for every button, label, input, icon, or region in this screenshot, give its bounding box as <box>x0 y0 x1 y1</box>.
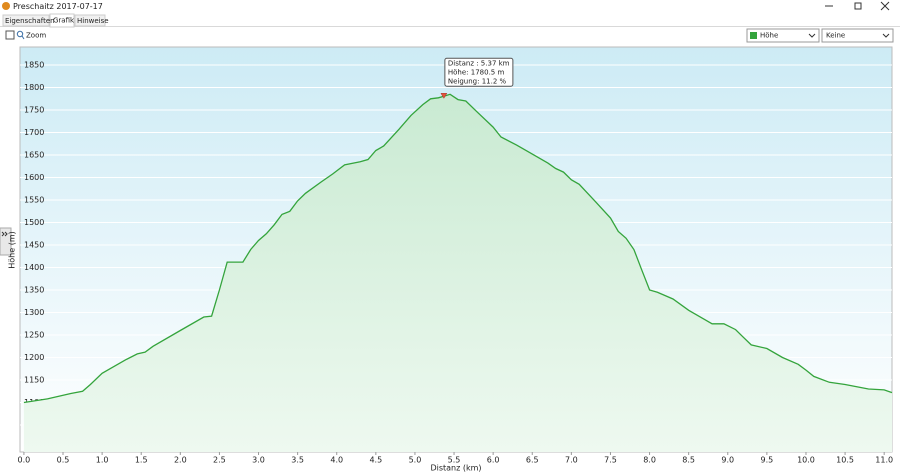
x-tick-label: 5.0 <box>409 456 422 465</box>
window-title: Preschaitz 2017-07-17 <box>13 2 103 11</box>
x-tick-label: 4.5 <box>369 456 382 465</box>
x-tick-label: 8.0 <box>643 456 656 465</box>
chart: 1050110011501200125013001350140014501500… <box>19 46 893 453</box>
y-tick-label: 1200 <box>24 353 44 362</box>
tab-border <box>0 26 900 27</box>
close-button[interactable] <box>880 1 890 11</box>
dropdown-value[interactable]: Keine <box>826 32 845 40</box>
x-axis-label: Distanz (km) <box>430 464 481 473</box>
x-tick-label: 9.5 <box>761 456 774 465</box>
x-tick-label: 6.5 <box>526 456 539 465</box>
x-tick-label: 6.0 <box>487 456 500 465</box>
zoom-icon <box>16 30 24 38</box>
x-tick-label: 9.0 <box>721 456 734 465</box>
series-swatch <box>750 32 757 39</box>
elevation-line <box>23 93 893 404</box>
x-tick-label: 10.0 <box>797 456 815 465</box>
app-icon <box>2 2 10 10</box>
y-tick-label: 1650 <box>24 151 44 160</box>
y-tick-label: 1250 <box>24 331 44 340</box>
x-tick-label: 11.0 <box>875 456 893 465</box>
restore-button[interactable] <box>854 2 862 10</box>
y-tick-label: 1450 <box>24 241 44 250</box>
y-tick-label: 1150 <box>24 376 44 385</box>
dropdown[interactable] <box>821 28 894 43</box>
tooltip <box>444 57 514 87</box>
y-tick-label: 1850 <box>24 61 44 70</box>
y-tick-label: 1400 <box>24 263 44 272</box>
y-tick-label: 1600 <box>24 173 44 182</box>
x-tick-label: 1.5 <box>135 456 148 465</box>
tooltip-line: Distanz : 5.37 km <box>448 59 510 67</box>
tab-label[interactable]: Hinweise <box>77 17 109 25</box>
x-tick-label: 8.5 <box>682 456 695 465</box>
y-tick-label: 1300 <box>24 308 44 317</box>
dropdown-value[interactable]: Höhe <box>760 32 778 40</box>
area-fill <box>23 94 892 453</box>
tooltip-line: Höhe: 1780.5 m <box>448 68 505 76</box>
x-tick-label: 10.5 <box>836 456 854 465</box>
zoom-checkbox[interactable] <box>5 30 15 40</box>
x-tick-label: 0.0 <box>18 456 31 465</box>
y-tick-label: 1500 <box>24 218 44 227</box>
x-tick-label: 7.5 <box>604 456 617 465</box>
dropdown-arrow <box>882 33 890 38</box>
point-marker <box>440 93 448 99</box>
tab[interactable] <box>2 14 50 27</box>
tab-label[interactable]: Grafik <box>53 17 75 25</box>
title-bar <box>0 0 900 13</box>
x-tick-label: 2.5 <box>213 456 226 465</box>
y-tick-label: 1800 <box>24 83 44 92</box>
x-tick-label: 0.5 <box>57 456 70 465</box>
x-tick-label: 4.0 <box>330 456 343 465</box>
tab-label[interactable]: Eigenschaften <box>5 17 55 25</box>
side-panel-toggle[interactable] <box>0 227 12 256</box>
x-tick-label: 3.5 <box>291 456 304 465</box>
x-tick-label: 5.5 <box>448 456 461 465</box>
tooltip-line: Neigung: 11.2 % <box>448 77 507 85</box>
x-tick-label: 1.0 <box>96 456 109 465</box>
zoom-label[interactable]: Zoom <box>26 32 46 40</box>
y-axis-label: Höhe (m) <box>8 231 17 268</box>
x-tick-label: 2.0 <box>174 456 187 465</box>
tab-active[interactable] <box>49 13 75 28</box>
zoom-icon <box>21 35 25 40</box>
x-tick-label: 3.0 <box>252 456 265 465</box>
x-tick-label: 7.0 <box>565 456 578 465</box>
y-tick-label: 1550 <box>24 196 44 205</box>
dropdown[interactable] <box>746 28 820 43</box>
dropdown-arrow <box>808 33 816 38</box>
y-tick-label: 1350 <box>24 286 44 295</box>
y-tick-label: 1750 <box>24 106 44 115</box>
toggle-chevron <box>1 231 8 237</box>
y-tick-label: 1700 <box>24 128 44 137</box>
tab[interactable] <box>74 14 106 27</box>
